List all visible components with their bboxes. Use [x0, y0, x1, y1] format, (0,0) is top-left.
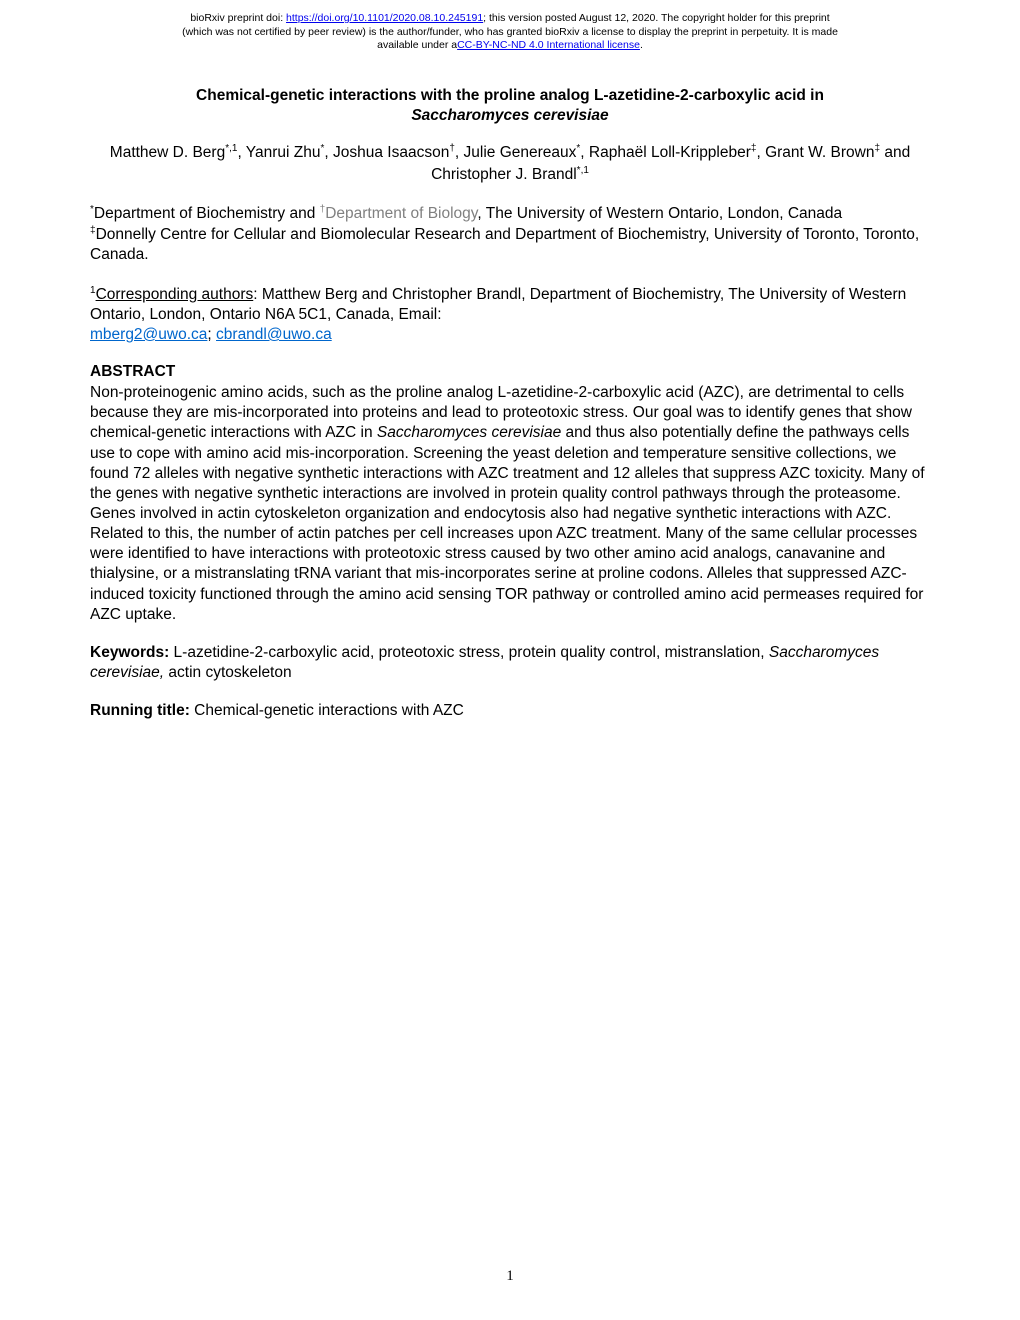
title-main: Chemical-genetic interactions with the p… [196, 87, 824, 104]
corresponding-authors: 1Corresponding authors: Matthew Berg and… [90, 284, 930, 346]
cc-license-link[interactable]: CC-BY-NC-ND 4.0 International license [457, 39, 640, 51]
running-title-text: Chemical-genetic interactions with AZC [190, 702, 464, 719]
running-title-label: Running title: [90, 702, 190, 719]
preprint-line2: (which was not certified by peer review)… [182, 26, 838, 38]
running-title: Running title: Chemical-genetic interact… [90, 701, 930, 721]
keywords-p1: L-azetidine-2-carboxylic acid, proteotox… [169, 644, 769, 661]
email-link-1[interactable]: mberg2@uwo.ca [90, 326, 207, 343]
author-3: , Joshua Isaacson [324, 144, 449, 161]
preprint-line3-prefix: available under a [377, 39, 457, 51]
keywords: Keywords: L-azetidine-2-carboxylic acid,… [90, 643, 930, 683]
affil-dagger-text: Department of Biology [325, 205, 477, 222]
preprint-header: bioRxiv preprint doi: https://doi.org/10… [0, 0, 1020, 61]
affil-star-rest: , The University of Western Ontario, Lon… [477, 205, 842, 222]
corresponding-label: Corresponding authors [96, 286, 254, 303]
authors: Matthew D. Berg*,1, Yanrui Zhu*, Joshua … [90, 142, 930, 185]
author-4: , Julie Genereaux [455, 144, 577, 161]
author-5: , Raphaël Loll-Krippleber [580, 144, 751, 161]
abstract-p2: and thus also potentially define the pat… [90, 424, 925, 622]
preprint-line1-suffix: ; this version posted August 12, 2020. T… [483, 12, 830, 24]
abstract-heading: ABSTRACT [90, 363, 930, 381]
paper-title: Chemical-genetic interactions with the p… [90, 86, 930, 126]
keywords-label: Keywords: [90, 644, 169, 661]
preprint-line3-suffix: . [640, 39, 643, 51]
keywords-p2: actin cytoskeleton [164, 664, 292, 681]
author-7-sup: *,1 [577, 165, 589, 176]
title-italic: Saccharomyces cerevisiae [411, 107, 608, 124]
author-2: , Yanrui Zhu [237, 144, 320, 161]
affil-ddagger-text: Donnelly Centre for Cellular and Biomole… [90, 226, 919, 263]
main-content: Chemical-genetic interactions with the p… [0, 61, 1020, 721]
doi-link[interactable]: https://doi.org/10.1101/2020.08.10.24519… [286, 12, 483, 24]
abstract-italic: Saccharomyces cerevisiae [377, 424, 561, 441]
email-sep: ; [207, 326, 216, 343]
author-1: Matthew D. Berg [110, 144, 225, 161]
affil-star-text: Department of Biochemistry and [94, 205, 320, 222]
abstract-text: Non-proteinogenic amino acids, such as t… [90, 383, 930, 625]
affiliations: *Department of Biochemistry and †Departm… [90, 203, 930, 266]
author-6: , Grant W. Brown [756, 144, 874, 161]
author-1-sup: *,1 [225, 143, 237, 154]
page-number: 1 [0, 1268, 1020, 1285]
email-link-2[interactable]: cbrandl@uwo.ca [216, 326, 332, 343]
preprint-line1-prefix: bioRxiv preprint doi: [190, 12, 286, 24]
